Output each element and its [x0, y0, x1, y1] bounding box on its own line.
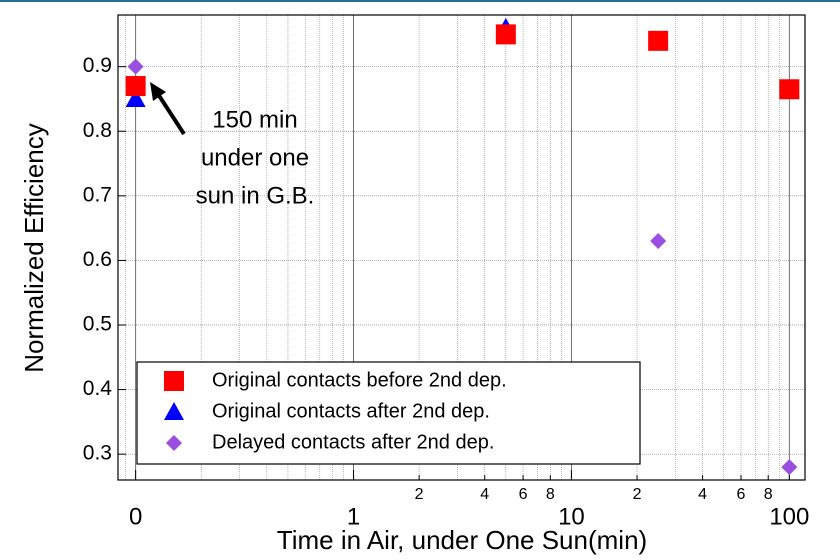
y-tick-label: 0.7 [83, 183, 112, 206]
x-minor-tick-label: 8 [546, 486, 555, 503]
x-axis-label: Time in Air, under One Sun(min) [277, 525, 647, 555]
marker-square [495, 24, 516, 45]
marker-square [125, 76, 146, 97]
y-axis-label: Normalized Efficiency [19, 123, 49, 373]
y-tick-label: 0.4 [83, 377, 113, 400]
x-minor-tick-label: 2 [633, 486, 642, 503]
plot-frame [117, 14, 806, 481]
x-minor-tick-label: 4 [698, 486, 707, 503]
marker-diamond [166, 435, 182, 451]
annotation-text: sun in G.B. [196, 182, 315, 209]
annotation-text: under one [201, 144, 309, 171]
x-minor-tick-label: 2 [415, 486, 424, 503]
y-tick-label: 0.6 [83, 248, 112, 271]
marker-diamond [781, 459, 798, 476]
legend-label: Original contacts before 2nd dep. [212, 369, 507, 391]
legend-label: Original contacts after 2nd dep. [212, 400, 490, 422]
legend-box [136, 361, 641, 465]
y-tick-label: 0.3 [83, 442, 112, 465]
x-tick-label: 1 [347, 503, 360, 530]
annotation-text: 150 min [212, 106, 297, 133]
marker-diamond [127, 58, 144, 75]
y-tick-label: 0.9 [83, 54, 112, 77]
marker-square [648, 30, 669, 51]
x-tick-label: 100 [769, 503, 809, 530]
legend-label: Delayed contacts after 2nd dep. [212, 431, 494, 453]
x-minor-tick-label: 8 [764, 486, 773, 503]
y-tick-label: 0.5 [83, 313, 112, 336]
x-minor-tick-label: 6 [737, 486, 746, 503]
y-tick-label: 0.8 [83, 119, 112, 142]
marker-square [779, 79, 800, 100]
x-minor-tick-label: 6 [519, 486, 528, 503]
annotation-arrow [156, 92, 186, 136]
x-tick-label: 0 [129, 503, 142, 530]
marker-diamond [650, 233, 667, 250]
marker-triangle [125, 88, 146, 107]
x-minor-tick-label: 4 [480, 486, 489, 503]
annotation-arrowhead [150, 82, 166, 101]
marker-triangle [164, 402, 184, 420]
marker-square [164, 371, 184, 391]
x-tick-label: 10 [558, 503, 585, 530]
